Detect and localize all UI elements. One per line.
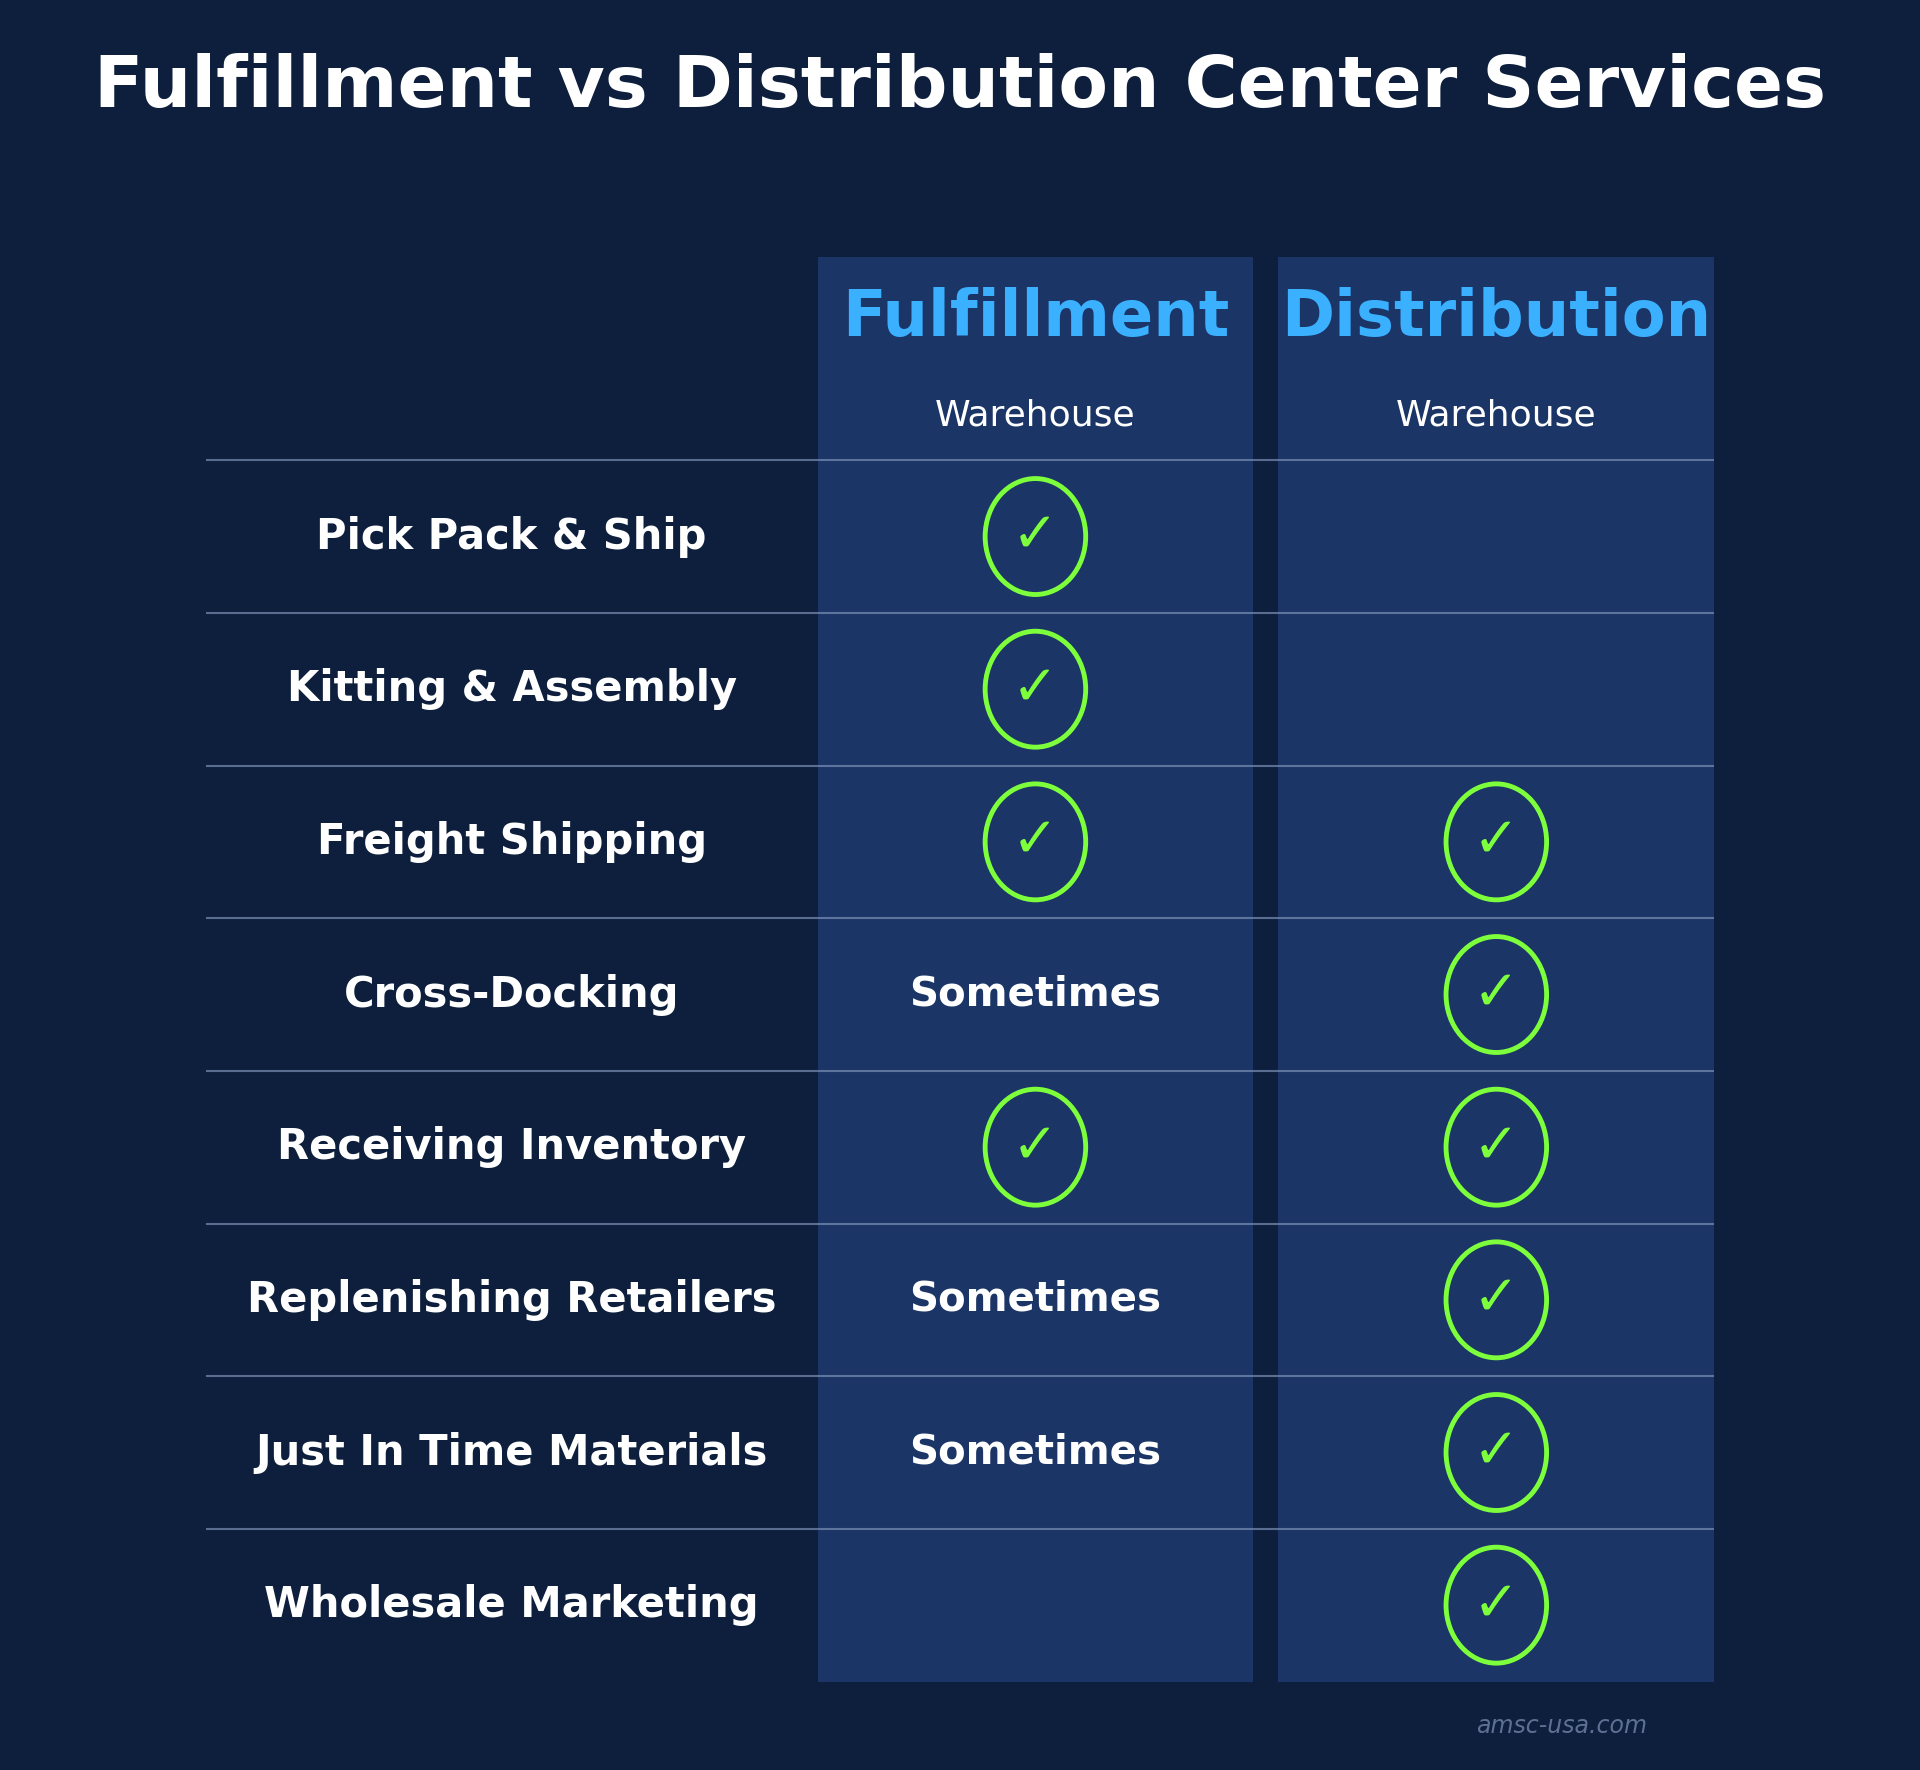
Text: ✓: ✓ xyxy=(1473,1273,1519,1328)
Text: ✓: ✓ xyxy=(1473,1120,1519,1174)
Text: ✓: ✓ xyxy=(1473,1425,1519,1480)
Text: ✓: ✓ xyxy=(1473,968,1519,1021)
Text: Receiving Inventory: Receiving Inventory xyxy=(276,1126,747,1168)
FancyBboxPatch shape xyxy=(1279,765,1715,919)
FancyBboxPatch shape xyxy=(1279,1377,1715,1529)
Text: ✓: ✓ xyxy=(1473,1579,1519,1632)
FancyBboxPatch shape xyxy=(1279,1529,1715,1682)
Text: Wholesale Marketing: Wholesale Marketing xyxy=(265,1584,758,1627)
Text: Kitting & Assembly: Kitting & Assembly xyxy=(286,669,737,710)
FancyBboxPatch shape xyxy=(1279,612,1715,765)
Text: ✓: ✓ xyxy=(1473,814,1519,869)
Text: Warehouse: Warehouse xyxy=(1396,398,1597,432)
Text: ✓: ✓ xyxy=(1012,510,1058,563)
FancyBboxPatch shape xyxy=(818,612,1254,765)
FancyBboxPatch shape xyxy=(818,460,1254,612)
Text: Cross-Docking: Cross-Docking xyxy=(344,974,680,1016)
Text: Pick Pack & Ship: Pick Pack & Ship xyxy=(317,515,707,558)
FancyBboxPatch shape xyxy=(818,257,1254,460)
Text: Warehouse: Warehouse xyxy=(935,398,1137,432)
Text: Fulfillment vs Distribution Center Services: Fulfillment vs Distribution Center Servi… xyxy=(94,53,1826,122)
Text: ✓: ✓ xyxy=(1012,1120,1058,1174)
FancyBboxPatch shape xyxy=(818,919,1254,1071)
Text: Sometimes: Sometimes xyxy=(910,1280,1162,1320)
Text: ✓: ✓ xyxy=(1012,662,1058,717)
Text: Just In Time Materials: Just In Time Materials xyxy=(255,1432,768,1473)
FancyBboxPatch shape xyxy=(818,1377,1254,1529)
FancyBboxPatch shape xyxy=(1279,919,1715,1071)
Text: Sometimes: Sometimes xyxy=(910,975,1162,1014)
FancyBboxPatch shape xyxy=(1279,1071,1715,1223)
Text: Replenishing Retailers: Replenishing Retailers xyxy=(248,1280,776,1320)
Text: amsc-usa.com: amsc-usa.com xyxy=(1476,1713,1647,1738)
FancyBboxPatch shape xyxy=(1279,460,1715,612)
FancyBboxPatch shape xyxy=(818,1529,1254,1682)
Text: Freight Shipping: Freight Shipping xyxy=(317,821,707,862)
FancyBboxPatch shape xyxy=(1279,257,1715,460)
Text: Sometimes: Sometimes xyxy=(910,1432,1162,1473)
Text: ✓: ✓ xyxy=(1012,814,1058,869)
Text: Fulfillment: Fulfillment xyxy=(841,287,1229,349)
Text: Distribution: Distribution xyxy=(1281,287,1711,349)
FancyBboxPatch shape xyxy=(818,765,1254,919)
FancyBboxPatch shape xyxy=(818,1223,1254,1377)
FancyBboxPatch shape xyxy=(1279,1223,1715,1377)
FancyBboxPatch shape xyxy=(818,1071,1254,1223)
